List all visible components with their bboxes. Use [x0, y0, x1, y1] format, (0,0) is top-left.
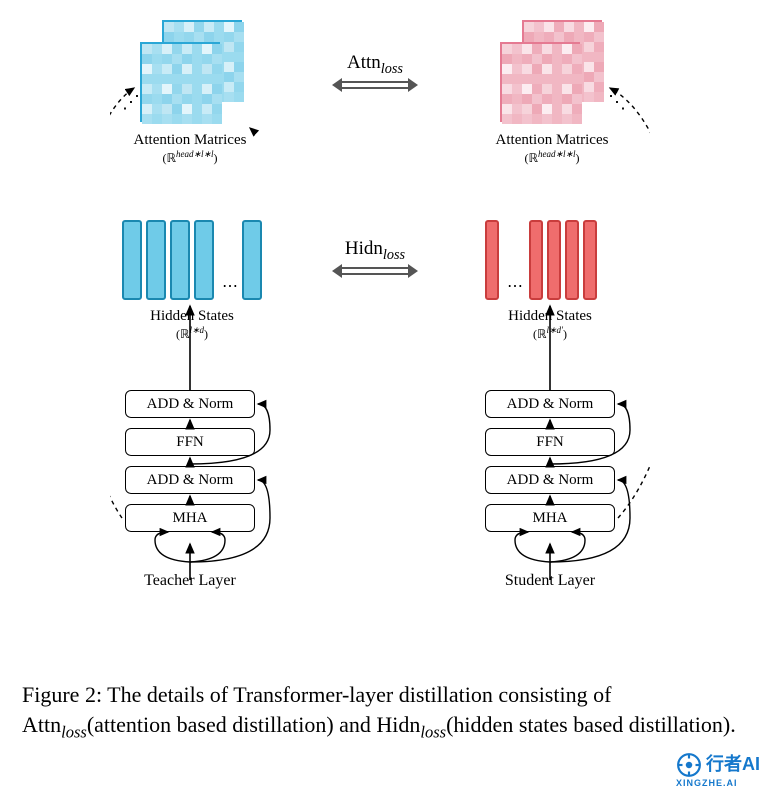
watermark-icon: [676, 752, 702, 778]
student-attn-label: Attention Matrices (ℝhead∗l∗l): [472, 132, 632, 167]
box-ffn: FFN: [485, 428, 615, 456]
box-ffn: FFN: [125, 428, 255, 456]
student-layer: ADD & Norm FFN ADD & Norm MHA Student La…: [465, 390, 635, 590]
box-addnorm1: ADD & Norm: [125, 390, 255, 418]
ellipsis: ⋯: [507, 276, 523, 296]
box-mha: MHA: [485, 504, 615, 532]
box-addnorm2: ADD & Norm: [485, 466, 615, 494]
hidn-loss-label: Hidnloss: [315, 238, 435, 264]
student-attn-matrices: ⋱: [500, 20, 620, 130]
ellipsis: ⋱: [608, 92, 626, 113]
ellipsis: ⋰: [122, 92, 140, 113]
diagram-area: ⋰ Attention Matrices (ℝhead∗l∗l) ⋱ Atten…: [110, 20, 650, 660]
teacher-attn-matrices: ⋰: [140, 20, 260, 130]
student-layer-label: Student Layer: [465, 572, 635, 590]
attn-loss-arrow: [340, 78, 410, 94]
box-addnorm1: ADD & Norm: [485, 390, 615, 418]
teacher-layer: ADD & Norm FFN ADD & Norm MHA Teacher La…: [105, 390, 275, 590]
student-hidden-label: Hidden States (ℝl∗d′): [470, 308, 630, 343]
teacher-layer-label: Teacher Layer: [105, 572, 275, 590]
watermark: 行者AI XINGZHE.AI: [676, 750, 760, 788]
ellipsis: ⋯: [222, 276, 238, 296]
box-mha: MHA: [125, 504, 255, 532]
teacher-hidden-bars: ⋯: [122, 220, 272, 312]
figure-caption: Figure 2: The details of Transformer-lay…: [22, 680, 742, 743]
teacher-attn-label: Attention Matrices (ℝhead∗l∗l): [110, 132, 270, 167]
box-addnorm2: ADD & Norm: [125, 466, 255, 494]
hidn-loss-arrow: [340, 264, 410, 280]
student-hidden-bars: ⋯: [485, 220, 635, 312]
teacher-hidden-label: Hidden States (ℝl∗d): [112, 308, 272, 343]
attn-loss-label: Attnloss: [315, 52, 435, 78]
